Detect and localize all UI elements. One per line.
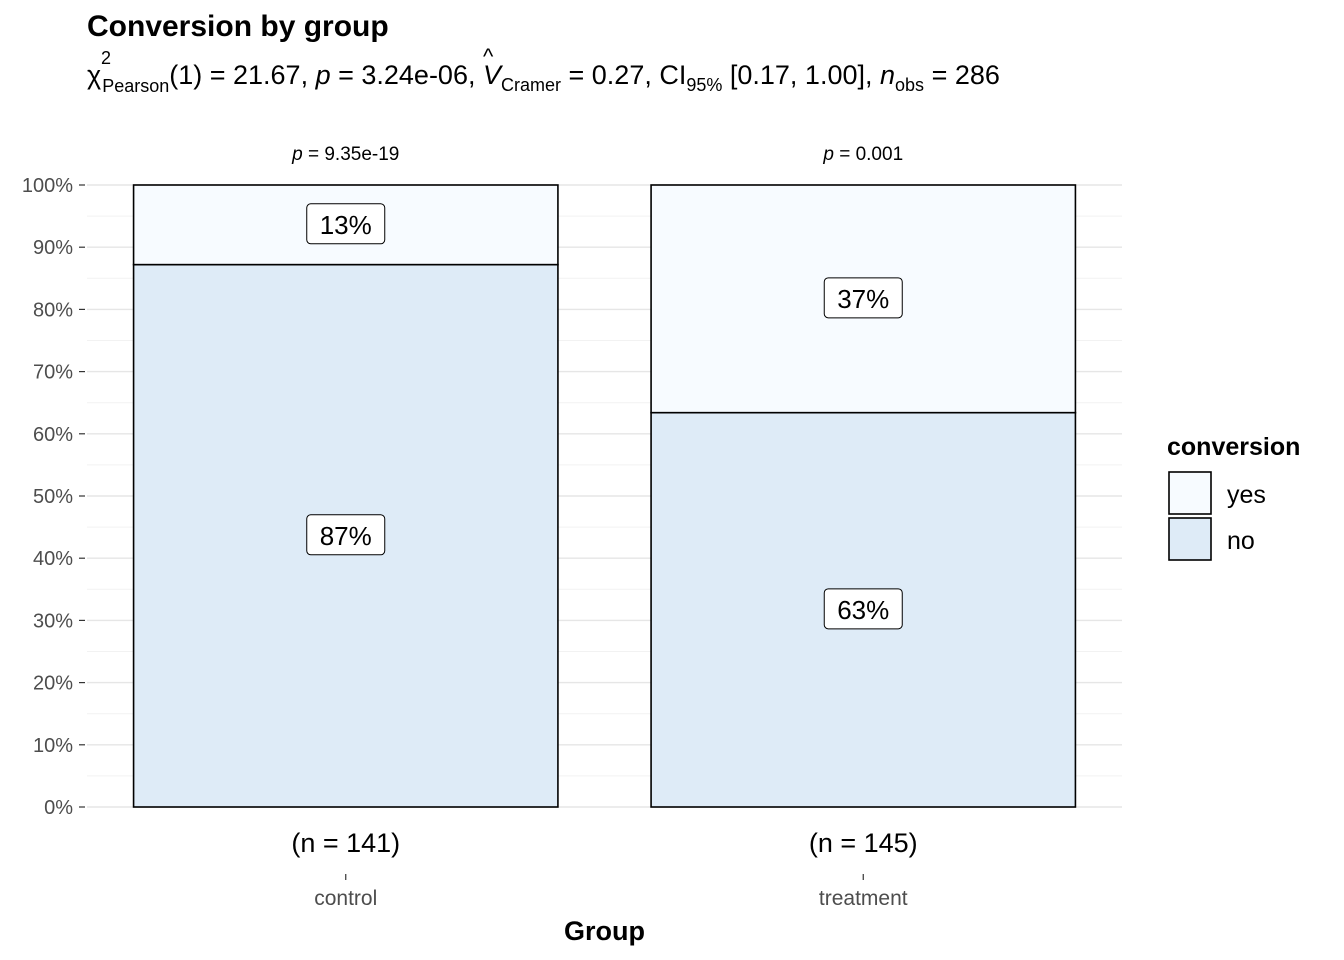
y-tick-label: 70% <box>33 362 73 384</box>
y-tick-label: 10% <box>33 735 73 757</box>
data-label-yes-control: 13% <box>306 203 386 245</box>
y-tick-label: 0% <box>44 797 73 819</box>
p-symbol: p <box>822 144 834 165</box>
data-label-box <box>823 277 903 319</box>
data-label-no-treatment: 63% <box>823 588 903 630</box>
data-label-text: 13% <box>320 210 372 240</box>
legend-label-no: no <box>1227 527 1255 555</box>
p-value: = 0.001 <box>834 144 903 165</box>
p-value: = 9.35e-19 <box>303 144 400 165</box>
x-axis-title: Group <box>564 916 645 946</box>
sample-size-label: (n = 145) <box>809 828 918 858</box>
p-symbol: p <box>291 144 303 165</box>
data-label-yes-treatment: 37% <box>823 277 903 319</box>
data-label-box <box>306 514 386 556</box>
y-tick-label: 50% <box>33 486 73 508</box>
y-tick-label: 60% <box>33 424 73 446</box>
legend-title: conversion <box>1167 433 1300 461</box>
legend-swatch-yes <box>1168 471 1212 515</box>
group-p-value: p = 9.35e-19 <box>291 144 399 165</box>
y-tick-label: 30% <box>33 610 73 632</box>
legend-label-yes: yes <box>1227 481 1266 509</box>
data-label-box <box>823 588 903 630</box>
bar-no-control <box>132 263 559 808</box>
x-tick-label: treatment <box>819 887 908 910</box>
chart-title: Conversion by group <box>87 10 389 43</box>
data-label-text: 63% <box>837 595 889 625</box>
data-label-text: 37% <box>837 284 889 314</box>
y-tick-label: 80% <box>33 299 73 321</box>
data-label-box <box>306 203 386 245</box>
y-tick-label: 90% <box>33 237 73 259</box>
y-tick-label: 20% <box>33 673 73 695</box>
y-tick-label: 100% <box>22 175 73 197</box>
x-tick-label: control <box>314 887 377 910</box>
cramers-v-symbol: ^ V <box>482 44 501 90</box>
sample-size-label: (n = 141) <box>291 828 400 858</box>
group-p-value: p = 0.001 <box>822 144 903 165</box>
y-tick-label: 40% <box>33 548 73 570</box>
data-label-no-control: 87% <box>306 514 386 556</box>
chart-subtitle: χ 2 Pearson(1) = 21.67, p = 3.24e-06, ^ VCr… <box>87 44 1000 96</box>
chi-squared-symbol: χ 2 Pearson <box>87 48 170 96</box>
data-label-text: 87% <box>320 521 372 551</box>
legend-swatch-no <box>1168 517 1212 561</box>
